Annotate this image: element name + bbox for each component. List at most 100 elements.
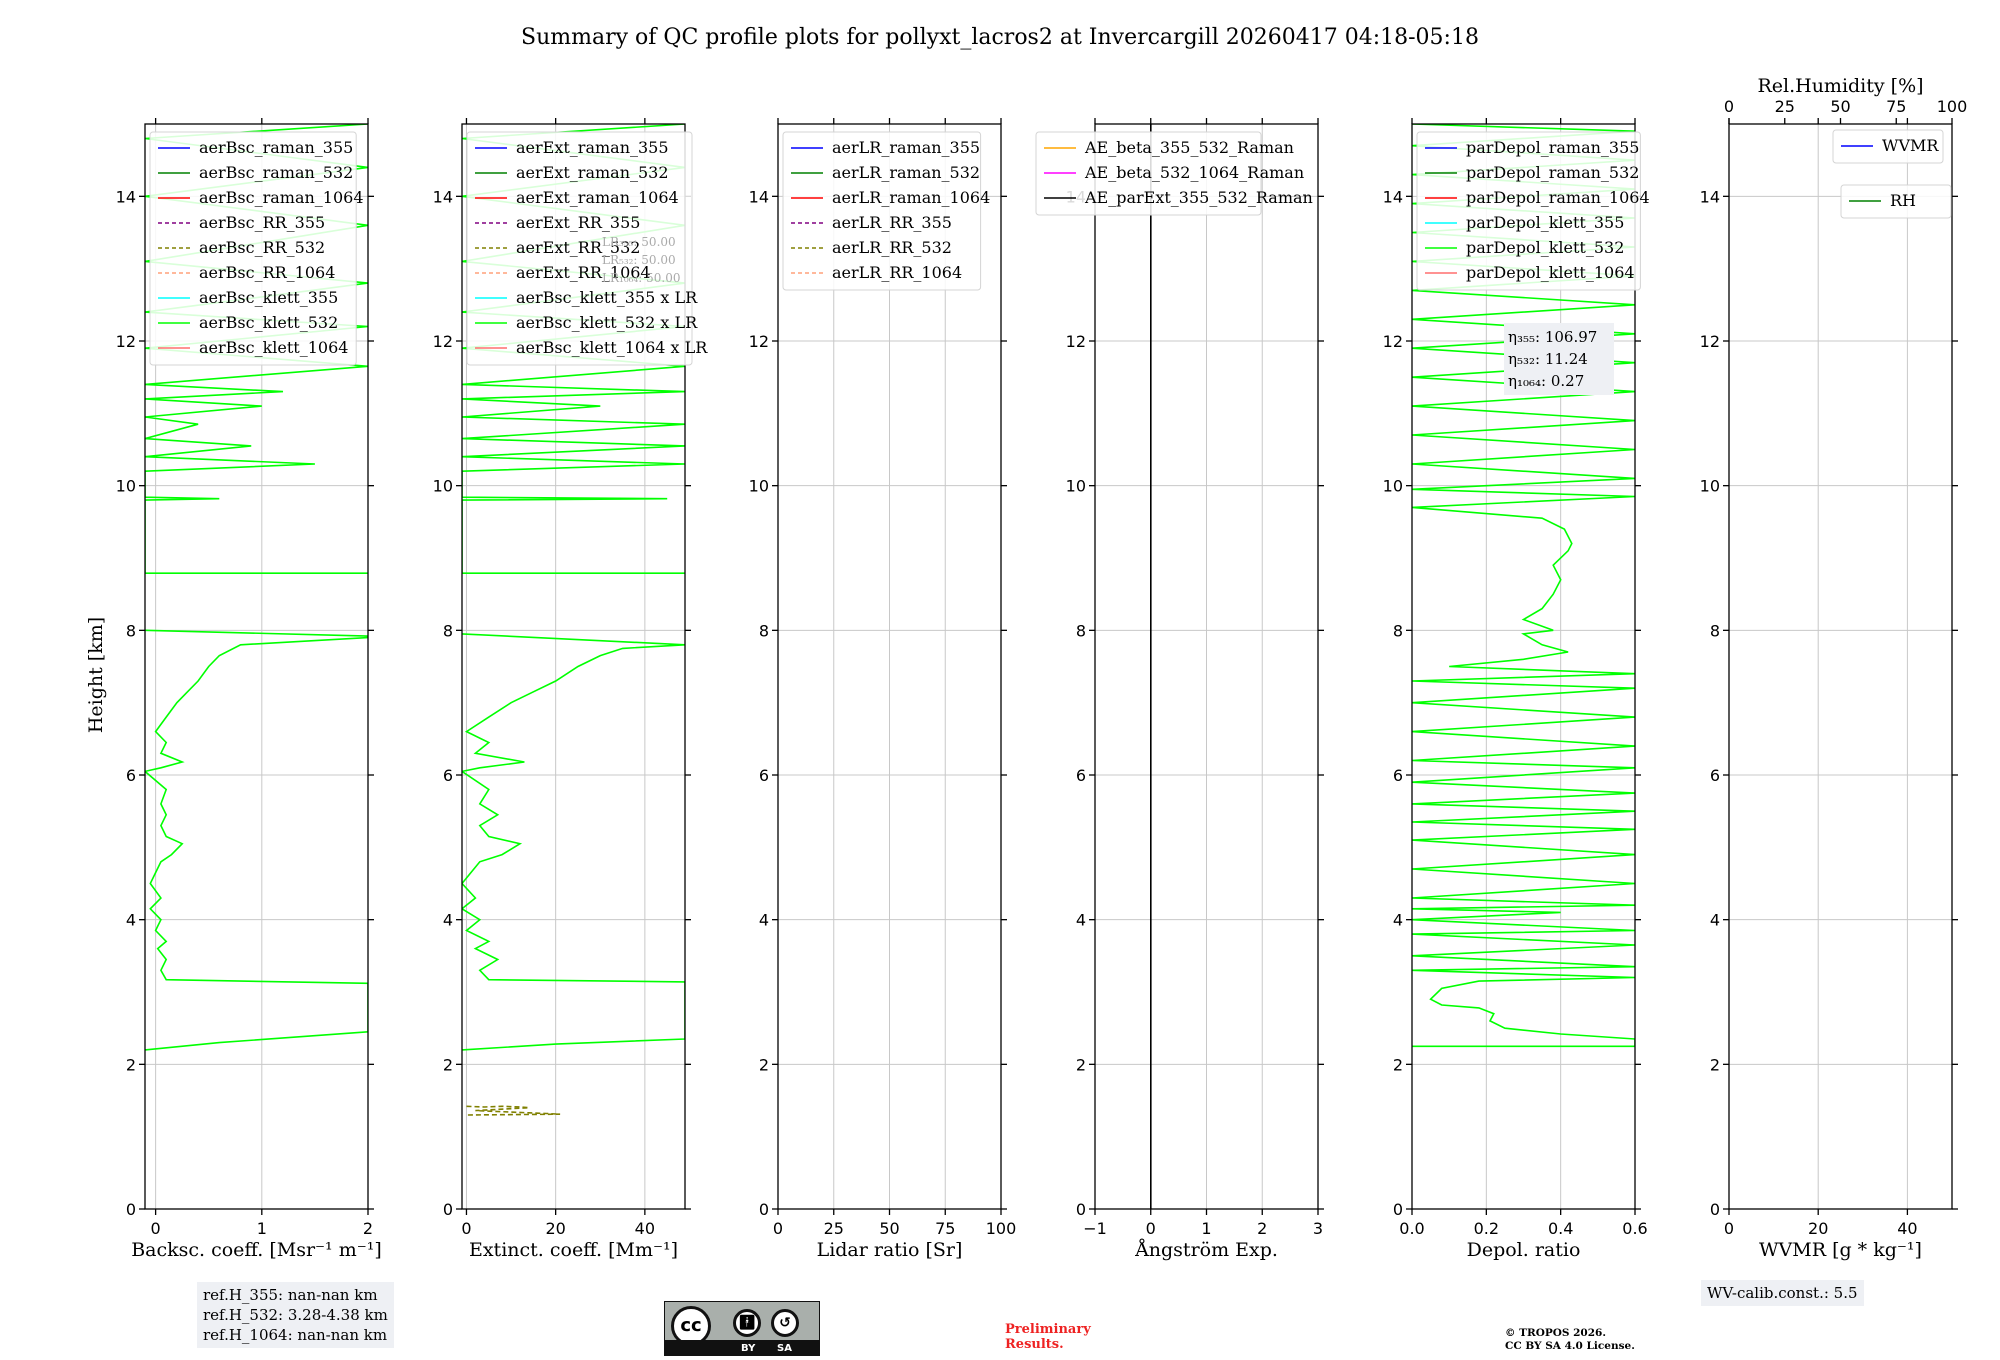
wv-calibration-box: WV-calib.const.: 5.5 <box>1701 1280 1864 1306</box>
y-tick-label: 12 <box>1383 332 1403 351</box>
legend-label: aerBsc_klett_1064 <box>199 338 348 357</box>
legend-label: aerBsc_RR_532 <box>199 238 325 257</box>
cc-license-badge: cc 🚹︎ ↺ BY SA <box>664 1301 820 1356</box>
copyright-line-1: © TROPOS 2026. <box>1505 1327 1607 1339</box>
y-tick-label: 10 <box>749 477 769 496</box>
top-x-tick-label: 50 <box>1830 97 1850 116</box>
lr-note: LR₁₀₆₄: 50.00 <box>602 271 680 285</box>
legend-box <box>1035 131 1262 216</box>
x-tick-label: 0 <box>461 1219 471 1238</box>
top-x-tick-label: 0 <box>1724 97 1734 116</box>
x-tick-label: 0 <box>1724 1219 1734 1238</box>
legend-label: aerBsc_raman_1064 <box>199 188 364 207</box>
y-tick-label: 0 <box>759 1200 769 1219</box>
y-tick-label: 2 <box>1393 1055 1403 1074</box>
legend-box <box>1840 184 1952 219</box>
series-aerBsc_klett_532 <box>145 629 368 1051</box>
y-tick-label: 4 <box>759 911 769 930</box>
legend-label: AE_beta_355_532_Raman <box>1084 138 1294 157</box>
x-tick-label: 40 <box>1897 1219 1917 1238</box>
legend-label: parDepol_raman_1064 <box>1466 188 1650 207</box>
y-tick-label: 6 <box>1710 766 1720 785</box>
legend-label: aerExt_RR_355 <box>516 213 640 232</box>
y-tick-label: 10 <box>1066 477 1086 496</box>
legend: aerBsc_raman_355 aerBsc_raman_532 aerBsc_r… <box>149 131 364 366</box>
legend-label: aerLR_raman_532 <box>832 163 980 182</box>
y-tick-label: 6 <box>1076 766 1086 785</box>
y-tick-label: 8 <box>1393 621 1403 640</box>
axes-frame <box>144 123 369 1210</box>
y-tick-label: 0 <box>1393 1200 1403 1219</box>
x-axis-label: Extinct. coeff. [Mm⁻¹] <box>469 1239 678 1261</box>
y-tick-label: 12 <box>1700 332 1720 351</box>
copyright-line-2: CC BY SA 4.0 License. <box>1505 1340 1635 1352</box>
x-tick-label: 20 <box>1808 1219 1828 1238</box>
legend-label: aerLR_raman_355 <box>832 138 980 157</box>
x-tick-label: 40 <box>635 1219 655 1238</box>
y-tick-label: 8 <box>1710 621 1720 640</box>
eta-note: η₃₅₅: 106.97 <box>1508 328 1597 346</box>
legend-box <box>782 131 982 291</box>
legend: AE_beta_355_532_Raman AE_beta_532_1064_Ra… <box>1035 131 1313 216</box>
y-tick-label: 8 <box>759 621 769 640</box>
x-tick-label: 100 <box>986 1219 1017 1238</box>
preliminary-line-2: Results. <box>1005 1337 1064 1352</box>
legend: parDepol_raman_355 parDepol_raman_532 parD… <box>1416 131 1650 291</box>
y-tick-label: 10 <box>1700 477 1720 496</box>
series-group <box>1412 124 1635 1048</box>
y-tick-label: 4 <box>1710 911 1720 930</box>
legend-label: aerBsc_klett_355 <box>199 288 338 307</box>
y-tick-label: 6 <box>759 766 769 785</box>
legend-label: aerBsc_klett_532 <box>199 313 338 332</box>
legend-label: aerBsc_raman_355 <box>199 138 353 157</box>
ref-height-355: ref.H_355: nan-nan km <box>203 1286 378 1304</box>
legend-label: aerBsc_klett_1064 x LR <box>516 338 708 357</box>
x-tick-label: 0.4 <box>1548 1219 1573 1238</box>
x-tick-label: 0 <box>773 1219 783 1238</box>
legend-label: WVMR <box>1882 136 1939 155</box>
legend-label: aerLR_RR_355 <box>832 213 952 232</box>
y-tick-label: 12 <box>749 332 769 351</box>
x-tick-label: 25 <box>824 1219 844 1238</box>
legend-rh: RH <box>1840 184 1952 219</box>
x-tick-label: 0.2 <box>1474 1219 1499 1238</box>
y-tick-label: 4 <box>443 911 453 930</box>
y-tick-label: 14 <box>749 187 769 206</box>
eta-note: η₁₀₆₄: 0.27 <box>1508 372 1584 390</box>
y-tick-label: 10 <box>1383 477 1403 496</box>
legend-label: aerBsc_klett_532 x LR <box>516 313 698 332</box>
y-tick-label: 12 <box>116 332 136 351</box>
legend-label: aerBsc_raman_532 <box>199 163 353 182</box>
figure-title: Summary of QC profile plots for pollyxt_… <box>521 25 1479 50</box>
y-tick-label: 14 <box>1700 187 1720 206</box>
by-label: BY <box>741 1343 756 1354</box>
copyright-note: © TROPOS 2026. CC BY SA 4.0 License. <box>1505 1327 1635 1353</box>
y-tick-label: 6 <box>1393 766 1403 785</box>
y-tick-label: 12 <box>1066 332 1086 351</box>
x-tick-label: 75 <box>935 1219 955 1238</box>
legend-label: aerLR_RR_1064 <box>832 263 962 282</box>
preliminary-line-1: Preliminary <box>1005 1322 1091 1337</box>
panel-depol: 0 2 4 6 8 10 12 14 0.0 0.2 0.4 0.6 Depol. ratio parDe… <box>1383 118 1650 1261</box>
legend-label: aerBsc_klett_355 x LR <box>516 288 698 307</box>
panel-lr: 0 2 4 6 8 10 12 14 0 25 50 75 100 Lidar ratio [Sr] aer… <box>749 118 1017 1261</box>
y-tick-label: 2 <box>443 1055 453 1074</box>
x-tick-label: 3 <box>1313 1219 1323 1238</box>
y-tick-label: 6 <box>126 766 136 785</box>
legend-label: aerExt_raman_1064 <box>516 188 679 207</box>
sa-label: SA <box>777 1343 792 1354</box>
y-tick-label: 8 <box>443 621 453 640</box>
x-tick-label: 0.6 <box>1622 1219 1647 1238</box>
x-axis-label: Backsc. coeff. [Msr⁻¹ m⁻¹] <box>131 1239 382 1261</box>
y-tick-label: 2 <box>1076 1055 1086 1074</box>
x-tick-label: −1 <box>1083 1219 1107 1238</box>
lr-note: LR₅₃₂: 50.00 <box>602 253 676 267</box>
legend-label: aerExt_raman_355 <box>516 138 669 157</box>
license-bar <box>665 1340 819 1355</box>
legend-label: parDepol_klett_355 <box>1466 213 1624 232</box>
top-x-tick-label: 75 <box>1886 97 1906 116</box>
axes-frame <box>1411 123 1636 1210</box>
x-tick-label: 20 <box>545 1219 565 1238</box>
